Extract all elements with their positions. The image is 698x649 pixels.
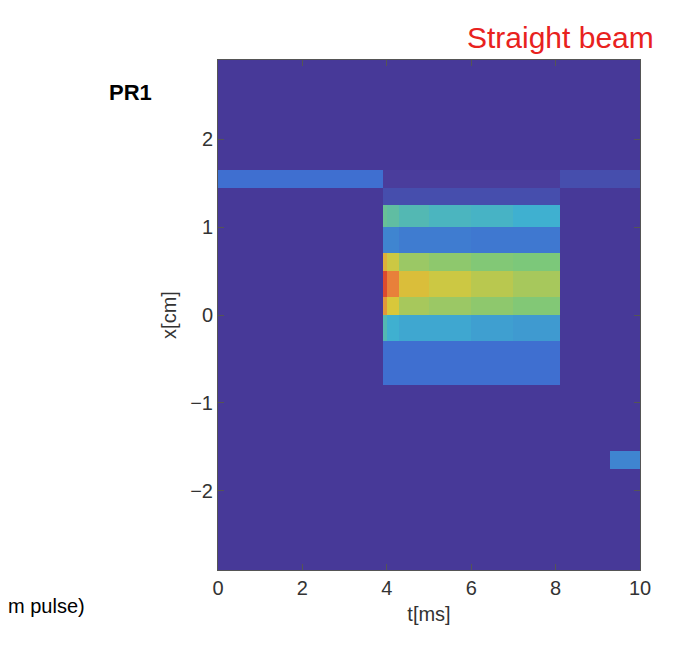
svg-text:2: 2 [297, 577, 308, 599]
svg-text:6: 6 [466, 577, 477, 599]
svg-text:PR1: PR1 [109, 80, 152, 105]
svg-text:Straight beam: Straight beam [467, 21, 654, 54]
svg-text:2: 2 [202, 128, 213, 150]
svg-text:x[cm]: x[cm] [158, 291, 180, 339]
svg-text:0: 0 [212, 577, 223, 599]
svg-text:10: 10 [629, 577, 651, 599]
svg-text:1: 1 [202, 216, 213, 238]
svg-text:0: 0 [202, 304, 213, 326]
svg-text:m pulse): m pulse) [8, 595, 85, 617]
svg-text:t[ms]: t[ms] [407, 603, 450, 625]
svg-text:−1: −1 [190, 392, 213, 414]
svg-text:4: 4 [381, 577, 392, 599]
svg-text:−2: −2 [190, 480, 213, 502]
svg-text:8: 8 [550, 577, 561, 599]
